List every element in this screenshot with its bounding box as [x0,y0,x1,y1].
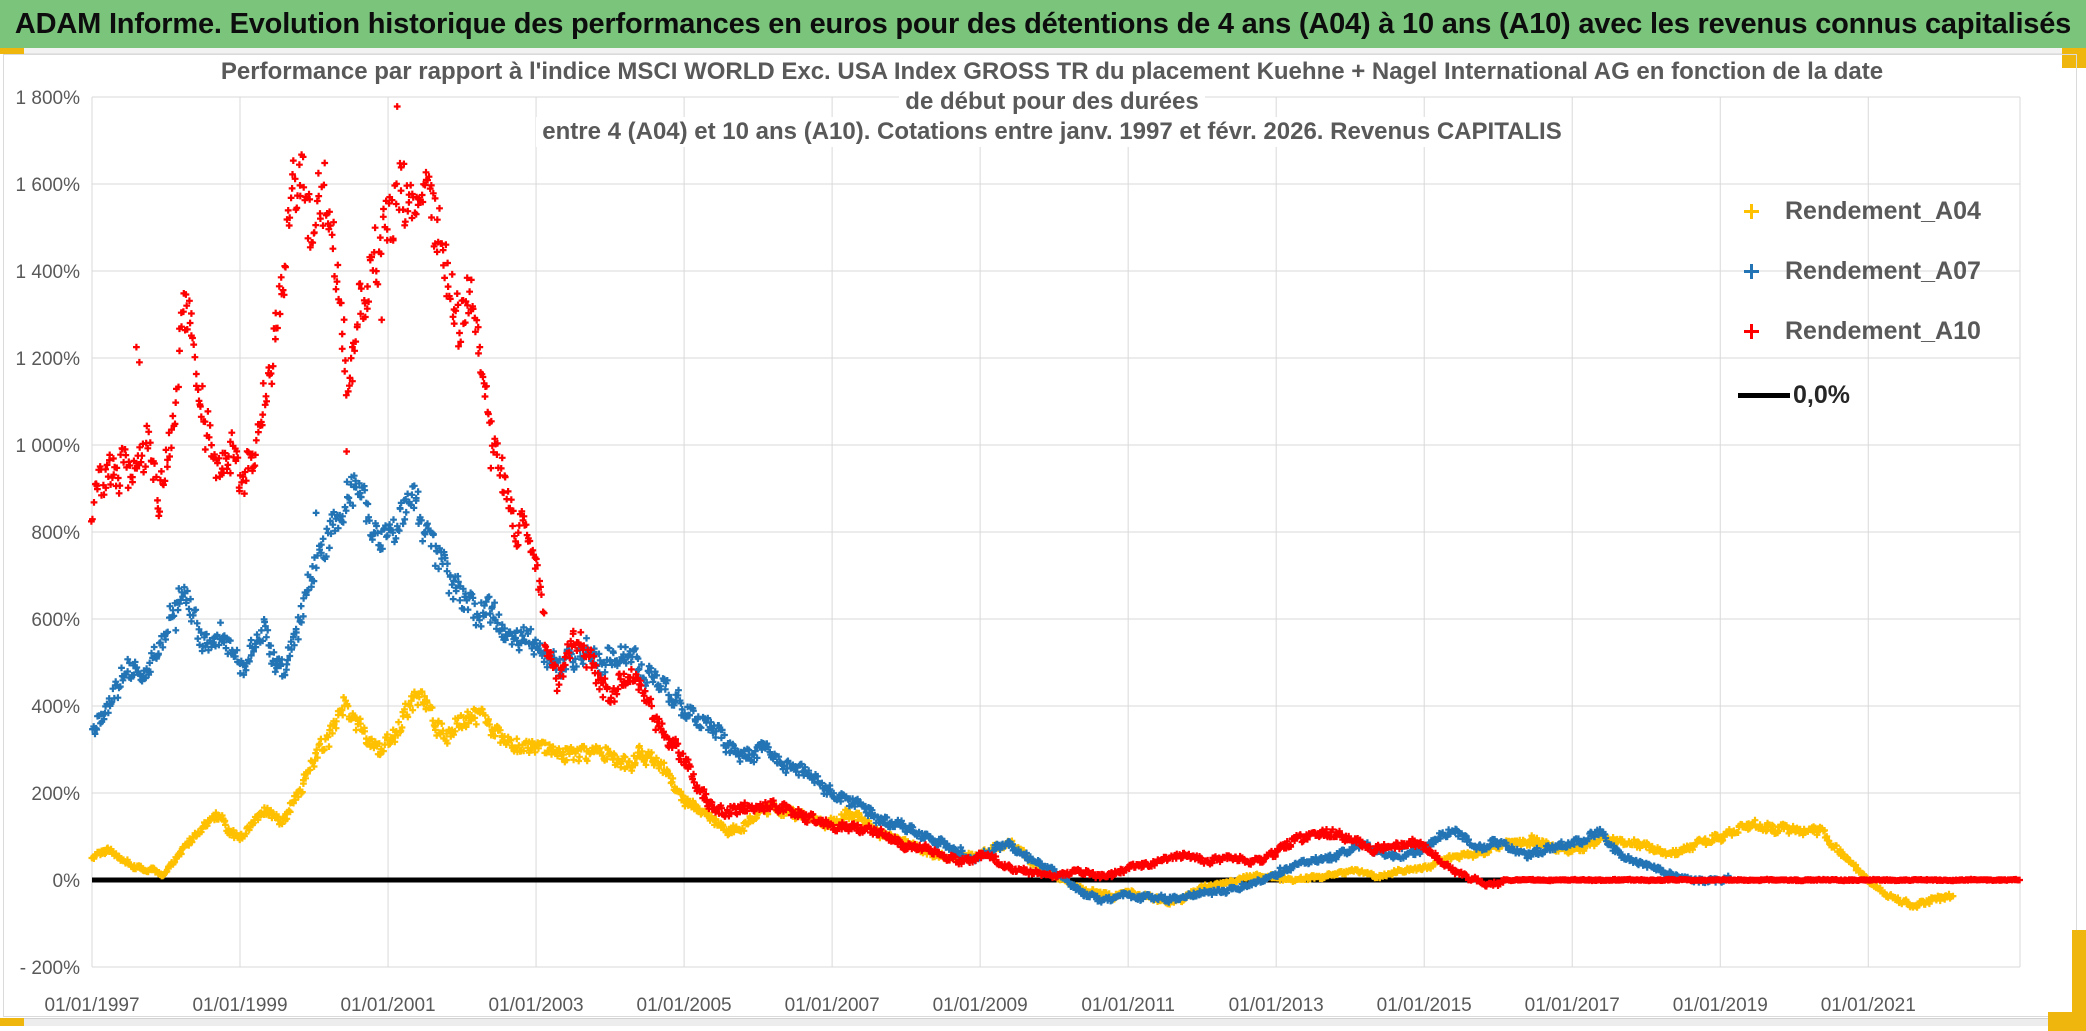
svg-text:1 600%: 1 600% [16,175,81,196]
legend-item-zero-line: 0,0% [1738,380,1850,410]
svg-text:- 200%: - 200% [20,958,80,979]
svg-text:800%: 800% [31,523,80,544]
legend-label: Rendement_A04 [1785,196,1981,225]
svg-text:1 800%: 1 800% [16,88,81,109]
plus-marker-icon [1744,203,1759,219]
svg-text:01/01/2001: 01/01/2001 [340,995,435,1016]
svg-text:01/01/2017: 01/01/2017 [1525,995,1620,1016]
gold-accent-bottom-right [2048,1012,2086,1031]
svg-text:01/01/2009: 01/01/2009 [933,995,1028,1016]
svg-text:400%: 400% [31,697,80,718]
plus-marker-icon [1744,323,1759,339]
svg-text:200%: 200% [31,784,80,805]
svg-text:01/01/2021: 01/01/2021 [1821,995,1916,1016]
svg-text:600%: 600% [31,610,80,631]
svg-text:0%: 0% [53,871,81,892]
legend-item-rendement-a04: Rendement_A04 [1728,196,1981,226]
svg-text:01/01/2019: 01/01/2019 [1673,995,1768,1016]
gold-accent-bottom-left [0,1018,24,1026]
svg-text:01/01/2005: 01/01/2005 [637,995,732,1016]
title-bar: ADAM Informe. Evolution historique des p… [0,0,2086,48]
header-divider [0,48,2086,54]
gold-accent-right-edge [2072,930,2086,1031]
legend-label: Rendement_A07 [1785,256,1981,285]
svg-text:01/01/2013: 01/01/2013 [1229,995,1324,1016]
svg-text:01/01/2015: 01/01/2015 [1377,995,1472,1016]
legend-item-rendement-a07: Rendement_A07 [1728,256,1981,286]
svg-text:01/01/2007: 01/01/2007 [785,995,880,1016]
svg-text:1 200%: 1 200% [16,349,81,370]
gold-accent-top-right [2062,48,2086,68]
gold-accent-top-left [0,48,24,54]
plus-marker-icon [1744,263,1759,279]
svg-text:1 400%: 1 400% [16,262,81,283]
page-title: ADAM Informe. Evolution historique des p… [14,7,2072,40]
svg-text:01/01/1999: 01/01/1999 [192,995,287,1016]
legend-item-rendement-a10: Rendement_A10 [1728,316,1981,346]
legend-label: Rendement_A10 [1785,316,1981,345]
bottom-scroll-strip [0,1018,2086,1026]
svg-text:01/01/1997: 01/01/1997 [44,995,139,1016]
legend-label: 0,0% [1793,380,1850,409]
zero-line-icon [1738,392,1790,398]
svg-text:01/01/2003: 01/01/2003 [489,995,584,1016]
svg-text:1 000%: 1 000% [16,436,81,457]
svg-text:01/01/2011: 01/01/2011 [1081,995,1175,1016]
